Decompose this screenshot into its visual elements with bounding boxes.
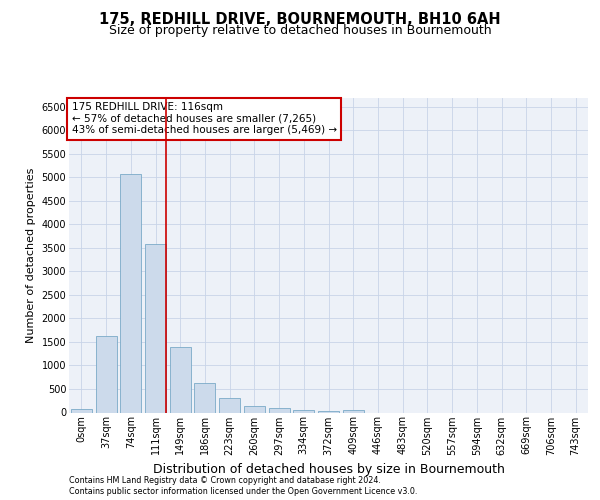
Text: 175 REDHILL DRIVE: 116sqm
← 57% of detached houses are smaller (7,265)
43% of se: 175 REDHILL DRIVE: 116sqm ← 57% of detac… xyxy=(71,102,337,136)
Text: Size of property relative to detached houses in Bournemouth: Size of property relative to detached ho… xyxy=(109,24,491,37)
Bar xyxy=(219,398,240,412)
Bar xyxy=(293,410,314,412)
Bar xyxy=(95,336,116,412)
Bar xyxy=(71,409,92,412)
Bar xyxy=(194,384,215,412)
Text: Contains public sector information licensed under the Open Government Licence v3: Contains public sector information licen… xyxy=(69,487,418,496)
Text: Contains HM Land Registry data © Crown copyright and database right 2024.: Contains HM Land Registry data © Crown c… xyxy=(69,476,381,485)
Bar xyxy=(343,410,364,412)
Bar xyxy=(145,244,166,412)
Bar xyxy=(244,406,265,412)
Bar xyxy=(318,411,339,412)
Bar xyxy=(269,408,290,412)
Text: 175, REDHILL DRIVE, BOURNEMOUTH, BH10 6AH: 175, REDHILL DRIVE, BOURNEMOUTH, BH10 6A… xyxy=(99,12,501,28)
Y-axis label: Number of detached properties: Number of detached properties xyxy=(26,168,36,342)
Bar xyxy=(120,174,141,412)
X-axis label: Distribution of detached houses by size in Bournemouth: Distribution of detached houses by size … xyxy=(152,463,505,476)
Bar xyxy=(170,346,191,412)
